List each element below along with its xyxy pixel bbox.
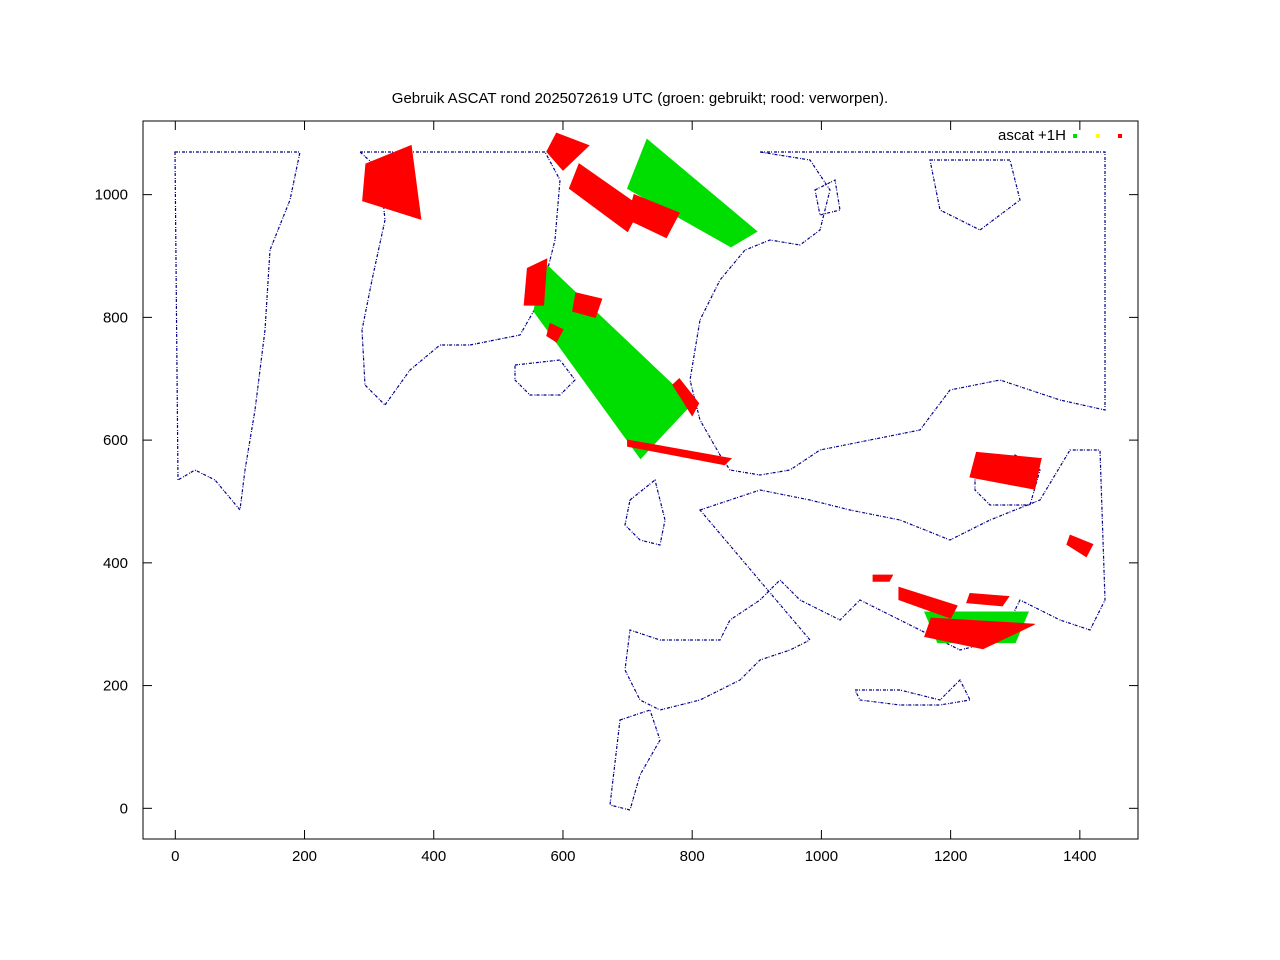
- coastline-segment: [929, 159, 1021, 231]
- coastline-segment: [624, 478, 666, 546]
- data-region-rejected: [568, 163, 642, 233]
- x-tick-label: 1200: [934, 848, 967, 865]
- x-tick-label: 400: [421, 848, 446, 865]
- chart-title: Gebruik ASCAT rond 2025072619 UTC (groen…: [392, 90, 888, 107]
- x-tick-label: 800: [680, 848, 705, 865]
- legend-label: ascat +1H: [998, 127, 1066, 144]
- y-tick-label: 800: [103, 309, 128, 326]
- y-tick-label: 1000: [95, 187, 128, 204]
- coastline-segment: [814, 179, 841, 216]
- coastline-segment: [974, 454, 1041, 506]
- data-region-rejected: [546, 322, 564, 343]
- x-axis: 0 200 400 600 800 1000 1200 1400: [171, 121, 1097, 865]
- coastline-segment: [514, 359, 576, 396]
- y-tick-label: 0: [120, 800, 128, 817]
- data-region-rejected: [546, 132, 590, 171]
- x-tick-label: 200: [292, 848, 317, 865]
- data-region-rejected: [969, 451, 1042, 490]
- data-region-rejected: [627, 439, 733, 466]
- y-axis: 0 200 400 600 800 1000: [95, 187, 1138, 817]
- data-region-rejected: [1066, 534, 1094, 558]
- data-region-rejected: [362, 144, 422, 220]
- data-region-rejected: [966, 593, 1010, 607]
- data-region-used: [626, 138, 758, 248]
- y-tick-label: 400: [103, 555, 128, 572]
- legend-marker-rejected: [1118, 134, 1122, 138]
- data-region-rejected: [572, 292, 603, 318]
- x-tick-label: 600: [550, 848, 575, 865]
- data-layer: [362, 132, 1094, 650]
- coastline-segment: [358, 151, 561, 406]
- plot-frame: [142, 120, 1139, 840]
- data-region-rejected: [924, 617, 1035, 650]
- coastline-segment: [174, 151, 301, 512]
- x-tick-label: 1000: [805, 848, 838, 865]
- legend-marker-used: [1073, 134, 1077, 138]
- coastline-segment: [689, 151, 1106, 476]
- coastline-segment: [624, 449, 1106, 711]
- data-region-rejected: [898, 586, 958, 619]
- data-region-rejected: [523, 258, 548, 306]
- data-region-rejected: [672, 378, 700, 417]
- data-region-rejected: [872, 574, 894, 582]
- x-tick-label: 1400: [1063, 848, 1096, 865]
- y-tick-label: 200: [103, 678, 128, 695]
- y-tick-label: 600: [103, 432, 128, 449]
- data-region-rejected: [626, 193, 680, 239]
- x-tick-label: 0: [171, 848, 179, 865]
- coastline-segment: [854, 678, 971, 706]
- legend-marker-neutral: [1096, 134, 1100, 138]
- legend: ascat +1H: [998, 127, 1122, 144]
- coastline-layer: [174, 151, 1106, 811]
